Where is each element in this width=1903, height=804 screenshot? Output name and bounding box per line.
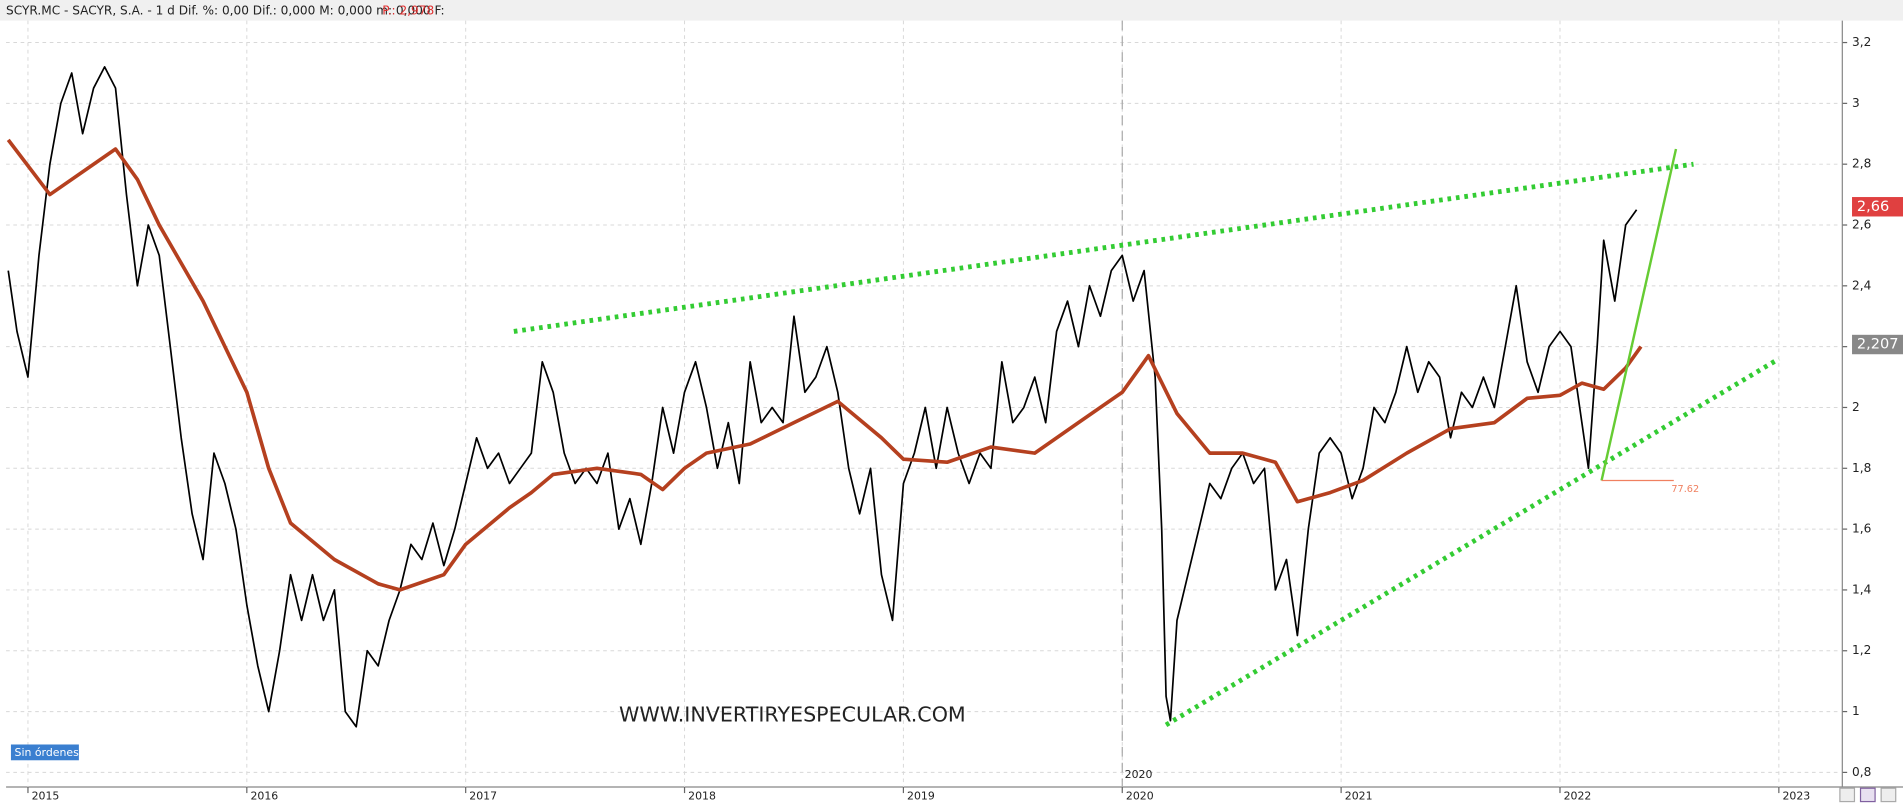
series-line [7,66,1638,728]
y-tick-label: 2,4 [1852,278,1872,292]
status-badge[interactable] [10,744,79,761]
x-tick-label: 2021 [1345,790,1373,803]
y-tick-label: 0,8 [1852,765,1871,779]
y-tick-label: 1,4 [1852,582,1872,596]
marker-label: 2020 [1125,768,1153,781]
x-tick-label: 2019 [907,790,935,803]
plot-layer: 0,811,21,41,61,822,22,42,62,833,22015201… [6,20,1903,803]
price-badge [1852,197,1903,217]
x-tick-label: 2022 [1564,790,1592,803]
trendline [1164,356,1781,728]
trendline [1600,148,1678,481]
y-tick-label: 1,2 [1852,643,1871,657]
icon[interactable] [1839,787,1856,803]
x-tick-label: 2020 [1126,790,1154,803]
y-tick-label: 2,8 [1852,157,1871,171]
y-tick-label: 1 [1852,704,1860,718]
y-tick-label: 1,8 [1852,461,1871,475]
y-tick-label: 1,6 [1852,522,1871,536]
toolbar-icons [1839,787,1897,803]
series-line [6,138,1643,592]
y-tick-label: 3 [1852,96,1860,110]
icon[interactable] [1880,787,1897,803]
x-tick-label: 2015 [32,790,60,803]
y-tick-label: 2,6 [1852,218,1871,232]
watermark: WWW.INVERTIRYESPECULAR.COM [619,702,966,726]
chart-title: SCYR.MC - SACYR, S.A. - 1 d Dif. %: 0,00… [6,3,445,17]
level-label: 77.62 [1671,484,1699,495]
x-tick-label: 2016 [250,790,278,803]
status-label: Sin órdenes [15,746,80,759]
y-tick-label: 3,2 [1852,35,1871,49]
x-tick-label: 2023 [1782,790,1810,803]
price-badge [1852,334,1903,355]
title-price: P.: 2,978 [382,3,434,17]
x-tick-label: 2017 [469,790,497,803]
header-bar [0,0,1903,21]
price-label: 2,66 [1857,198,1889,215]
x-tick-label: 2018 [688,790,716,803]
price-label: 2,207 [1857,336,1899,353]
icon[interactable] [1859,787,1876,803]
trendline [513,161,1694,334]
y-tick-label: 2 [1852,400,1860,414]
